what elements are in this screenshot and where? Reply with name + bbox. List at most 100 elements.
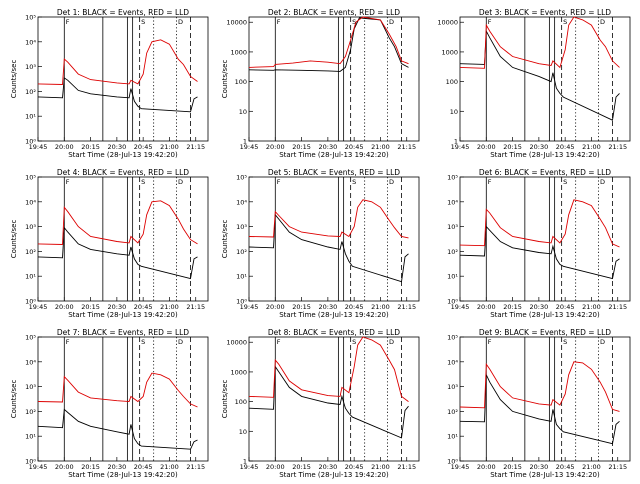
y-tick-label: 10⁰ [236, 298, 247, 306]
x-tick-label: 21:15 [608, 463, 627, 471]
panel-title: Det 1: BLACK = Events, RED = LLD [57, 8, 189, 17]
y-tick-label: 10¹ [447, 433, 458, 441]
y-axis-label: Counts/sec [221, 380, 229, 419]
x-tick-label: 19:45 [240, 303, 259, 311]
y-tick-label: 10⁴ [25, 198, 36, 206]
x-tick-label: 20:00 [55, 463, 74, 471]
panel-det-7: Det 7: BLACK = Events, RED = LLD 10⁰ 10¹ 10… [10, 328, 209, 479]
y-tick-label: 10³ [25, 383, 36, 391]
y-tick-label: 10⁴ [236, 198, 247, 206]
event-label: D [389, 18, 394, 26]
x-tick-label: 21:15 [608, 303, 627, 311]
y-tick-label: 10⁴ [447, 358, 458, 366]
panel-title: Det 8: BLACK = Events, RED = LLD [268, 328, 400, 337]
panel-det-9: Det 9: BLACK = Events, RED = LLD 10⁰ 10¹ 10… [447, 328, 631, 479]
event-label: F [277, 18, 281, 26]
x-tick-label: 20:30 [529, 303, 548, 311]
x-tick-label: 21:15 [186, 143, 205, 151]
x-tick-label: 21:00 [371, 463, 390, 471]
series-lld-line [37, 200, 198, 245]
x-tick-label: 20:15 [292, 463, 311, 471]
x-tick-label: 20:00 [266, 143, 285, 151]
panel-title: Det 7: BLACK = Events, RED = LLD [57, 328, 189, 337]
x-tick-label: 20:30 [318, 463, 337, 471]
series-events-line [459, 225, 620, 280]
x-tick-label: 21:00 [582, 303, 601, 311]
y-tick-label: 10000 [226, 19, 247, 27]
series-lld-line [459, 199, 620, 248]
y-tick-label: 10⁵ [447, 334, 458, 342]
y-tick-label: 1000 [230, 368, 247, 376]
x-tick-label: 20:00 [266, 303, 285, 311]
event-label: F [277, 338, 281, 346]
event-label: S [141, 18, 145, 26]
panel-det-3: Det 3: BLACK = Events, RED = LLD 1 10 100 10… [437, 8, 631, 159]
y-tick-label: 100 [235, 78, 247, 86]
y-tick-label: 100 [446, 78, 458, 86]
event-label: D [389, 338, 394, 346]
series-events-line [248, 365, 409, 439]
event-label: S [563, 178, 567, 186]
y-tick-label: 1 [454, 138, 458, 146]
y-tick-label: 10⁰ [25, 138, 36, 146]
y-axis-label: Counts/sec [10, 220, 18, 259]
y-axis-label: Counts/sec [10, 60, 18, 99]
plot-frame [248, 16, 420, 142]
y-tick-label: 100 [235, 398, 247, 406]
series-lld-line [248, 199, 409, 239]
series-lld-line [248, 336, 409, 402]
event-label: S [563, 338, 567, 346]
x-tick-label: 21:15 [186, 303, 205, 311]
series-events-line [459, 374, 620, 445]
y-tick-label: 10² [236, 248, 247, 256]
x-tick-label: 21:00 [582, 463, 601, 471]
y-tick-label: 10³ [25, 223, 36, 231]
y-tick-label: 10⁵ [447, 174, 458, 182]
event-label: S [352, 338, 356, 346]
y-tick-label: 10² [447, 248, 458, 256]
y-tick-label: 10² [447, 408, 458, 416]
x-tick-label: 20:15 [81, 463, 100, 471]
x-tick-label: 20:15 [292, 143, 311, 151]
y-tick-label: 1 [243, 458, 247, 466]
x-tick-label: 19:45 [29, 463, 48, 471]
x-tick-label: 20:45 [345, 143, 364, 151]
series-lld-line [248, 16, 409, 68]
x-tick-label: 20:00 [477, 303, 496, 311]
x-tick-label: 19:45 [451, 303, 470, 311]
x-tick-label: 21:15 [608, 143, 627, 151]
x-tick-label: 20:15 [503, 143, 522, 151]
y-tick-label: 10⁰ [447, 298, 458, 306]
event-label: F [66, 338, 70, 346]
x-tick-label: 20:15 [292, 303, 311, 311]
x-tick-label: 21:00 [160, 143, 179, 151]
x-tick-label: 20:45 [345, 463, 364, 471]
x-tick-label: 20:45 [134, 463, 153, 471]
x-tick-label: 19:45 [240, 463, 259, 471]
event-label: D [178, 338, 183, 346]
x-axis-label: Start Time (28-Jul-13 19:42:20) [490, 311, 600, 319]
x-tick-label: 19:45 [451, 143, 470, 151]
y-tick-label: 10⁰ [25, 458, 36, 466]
y-tick-label: 10² [25, 248, 36, 256]
x-tick-label: 21:00 [371, 303, 390, 311]
x-tick-label: 21:15 [397, 143, 416, 151]
x-tick-label: 20:30 [107, 303, 126, 311]
x-tick-label: 20:30 [529, 463, 548, 471]
x-tick-label: 20:00 [55, 303, 74, 311]
x-axis-label: Start Time (28-Jul-13 19:42:20) [279, 471, 389, 479]
plot-frame [37, 336, 209, 462]
y-tick-label: 10 [239, 108, 247, 116]
y-tick-label: 10¹ [447, 273, 458, 281]
x-axis-label: Start Time (28-Jul-13 19:42:20) [490, 151, 600, 159]
panel-title: Det 5: BLACK = Events, RED = LLD [268, 168, 400, 177]
series-events-line [37, 408, 198, 450]
x-tick-label: 19:45 [29, 143, 48, 151]
y-tick-label: 10⁴ [447, 198, 458, 206]
y-tick-label: 10² [25, 408, 36, 416]
y-tick-label: 10³ [236, 223, 247, 231]
event-label: D [600, 178, 605, 186]
y-tick-label: 10000 [226, 339, 247, 347]
x-tick-label: 20:00 [477, 463, 496, 471]
